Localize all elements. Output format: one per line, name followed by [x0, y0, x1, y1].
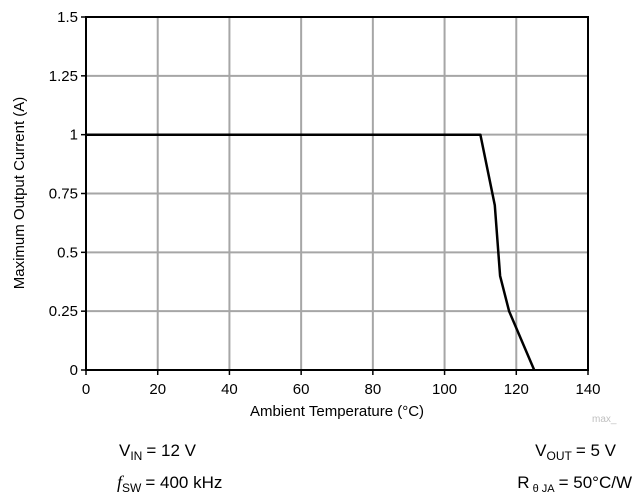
condition-vin: VIN = 12 V	[119, 441, 197, 463]
x-tick-labels: 0 20 40 60 80 100 120 140	[82, 370, 601, 398]
x-axis-label: Ambient Temperature (°C)	[250, 403, 424, 420]
x-tick-label: 80	[365, 381, 382, 398]
series-group	[86, 133, 536, 371]
grid-lines	[86, 17, 588, 370]
y-tick-labels: 0 0.25 0.5 0.75 1 1.25 1.5	[49, 9, 86, 379]
fsw-value: = 400 kHz	[145, 473, 222, 492]
x-tick-label: 0	[82, 381, 90, 398]
fsw-subscript: SW	[122, 481, 142, 495]
x-tick-label: 120	[504, 381, 529, 398]
condition-vout: VOUT = 5 V	[535, 441, 617, 463]
x-tick-label: 100	[432, 381, 457, 398]
vout-subscript: OUT	[546, 449, 572, 463]
y-tick-label: 1	[70, 127, 78, 144]
x-tick-label: 40	[221, 381, 238, 398]
vin-symbol: V	[119, 441, 131, 460]
y-tick-label: 0.75	[49, 186, 78, 203]
rtheta-symbol: R	[517, 473, 529, 492]
x-tick-label: 60	[293, 381, 310, 398]
vin-value: = 12 V	[146, 441, 196, 460]
y-tick-label: 0.25	[49, 303, 78, 320]
condition-fsw: fSW = 400 kHz	[117, 472, 222, 495]
vout-symbol: V	[535, 441, 547, 460]
rtheta-subscript: θ JA	[533, 483, 556, 495]
y-tick-label: 1.25	[49, 68, 78, 85]
y-axis-label: Maximum Output Current (A)	[11, 97, 28, 290]
x-tick-label: 20	[149, 381, 166, 398]
series-line	[86, 133, 536, 371]
x-tick-label: 140	[575, 381, 600, 398]
fsw-symbol: f	[117, 472, 125, 492]
watermark: max_	[592, 414, 617, 425]
y-tick-label: 0	[70, 362, 78, 379]
rtheta-value: = 50°C/W	[559, 473, 632, 492]
y-tick-label: 1.5	[57, 9, 78, 26]
vin-subscript: IN	[130, 449, 142, 463]
y-tick-label: 0.5	[57, 244, 78, 261]
vout-value: = 5 V	[576, 441, 617, 460]
